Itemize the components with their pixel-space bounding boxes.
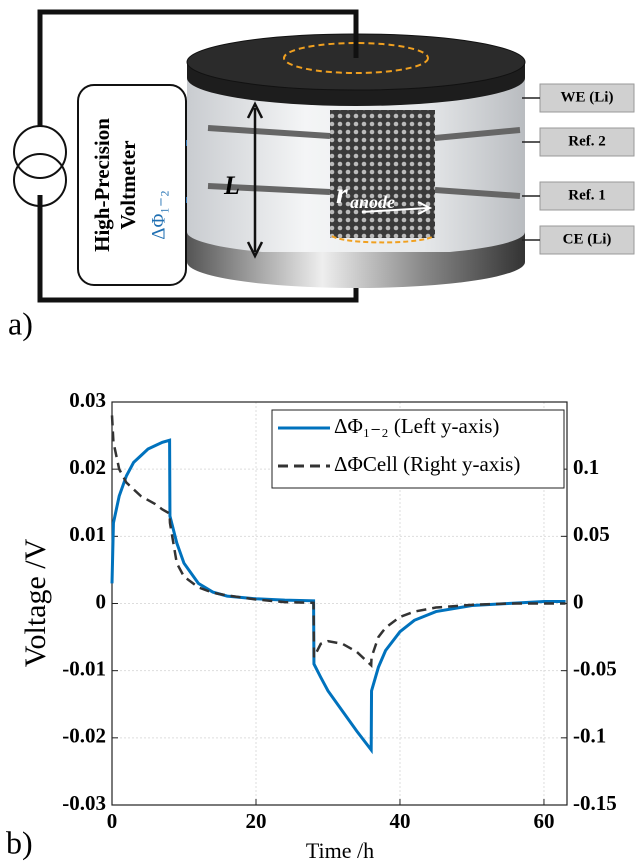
data-line <box>110 415 566 669</box>
electrode-label: WE (Li) <box>561 89 614 105</box>
y-tick-label: 0.02 <box>69 455 106 479</box>
electrode-label: Ref. 2 <box>568 133 606 149</box>
data-line <box>110 438 566 755</box>
y-tick-label: 0 <box>96 589 107 613</box>
electrode-label: CE (Li) <box>563 231 612 247</box>
x-tick-label: 60 <box>533 809 554 833</box>
panel-label: b) <box>6 824 33 860</box>
x-tick-label: 20 <box>245 809 266 833</box>
legend-label: ΔΦCell (Right y-axis) <box>334 452 520 476</box>
y-axis-label: Voltage /V <box>19 538 52 667</box>
y2-tick-label: 0 <box>573 589 584 613</box>
legend-label: ΔΦ₁₋₂ (Left y-axis) <box>334 414 499 438</box>
y-tick-label: -0.01 <box>62 656 106 680</box>
electrode-label-box <box>539 181 635 211</box>
y2-tick-label: -0.15 <box>573 791 617 815</box>
plot-frame <box>111 401 568 806</box>
y2-tick-label: -0.05 <box>573 656 617 680</box>
x-axis-label: Time /h <box>306 838 374 863</box>
legend-box <box>271 409 565 489</box>
y-tick-label: 0.01 <box>69 522 106 546</box>
x-tick-label: 40 <box>389 809 410 833</box>
voltmeter-box <box>77 84 187 286</box>
cell <box>186 12 526 288</box>
panel-label: a) <box>8 305 33 341</box>
potential-label: ΔΦ₁₋₂ <box>148 190 169 239</box>
y-tick-label: -0.03 <box>62 791 106 815</box>
voltmeter-label: Voltmeter <box>116 140 140 229</box>
x-tick-label: 0 <box>107 809 118 833</box>
electrode-label: Ref. 1 <box>568 187 606 203</box>
current-source <box>13 125 67 207</box>
chart: 0 20 40 60 -0.03 -0.02 -0.01 0 0.01 0.02 0.03 -0.15… <box>62 388 617 833</box>
y2-tick-label: -0.1 <box>573 724 606 748</box>
y-tick-label: -0.02 <box>62 724 106 748</box>
y2-tick-label: 0.1 <box>573 455 599 479</box>
radius-subscript: anode <box>350 192 395 212</box>
electrode-labels: WE (Li) Ref. 2 Ref. 1 CE (Li) <box>522 83 635 255</box>
length-label: L <box>223 171 240 200</box>
y2-tick-label: 0.05 <box>573 522 610 546</box>
voltmeter-label: High-Precision <box>90 118 114 252</box>
y-tick-label: 0.03 <box>69 388 106 412</box>
radius-label: r <box>336 177 348 210</box>
